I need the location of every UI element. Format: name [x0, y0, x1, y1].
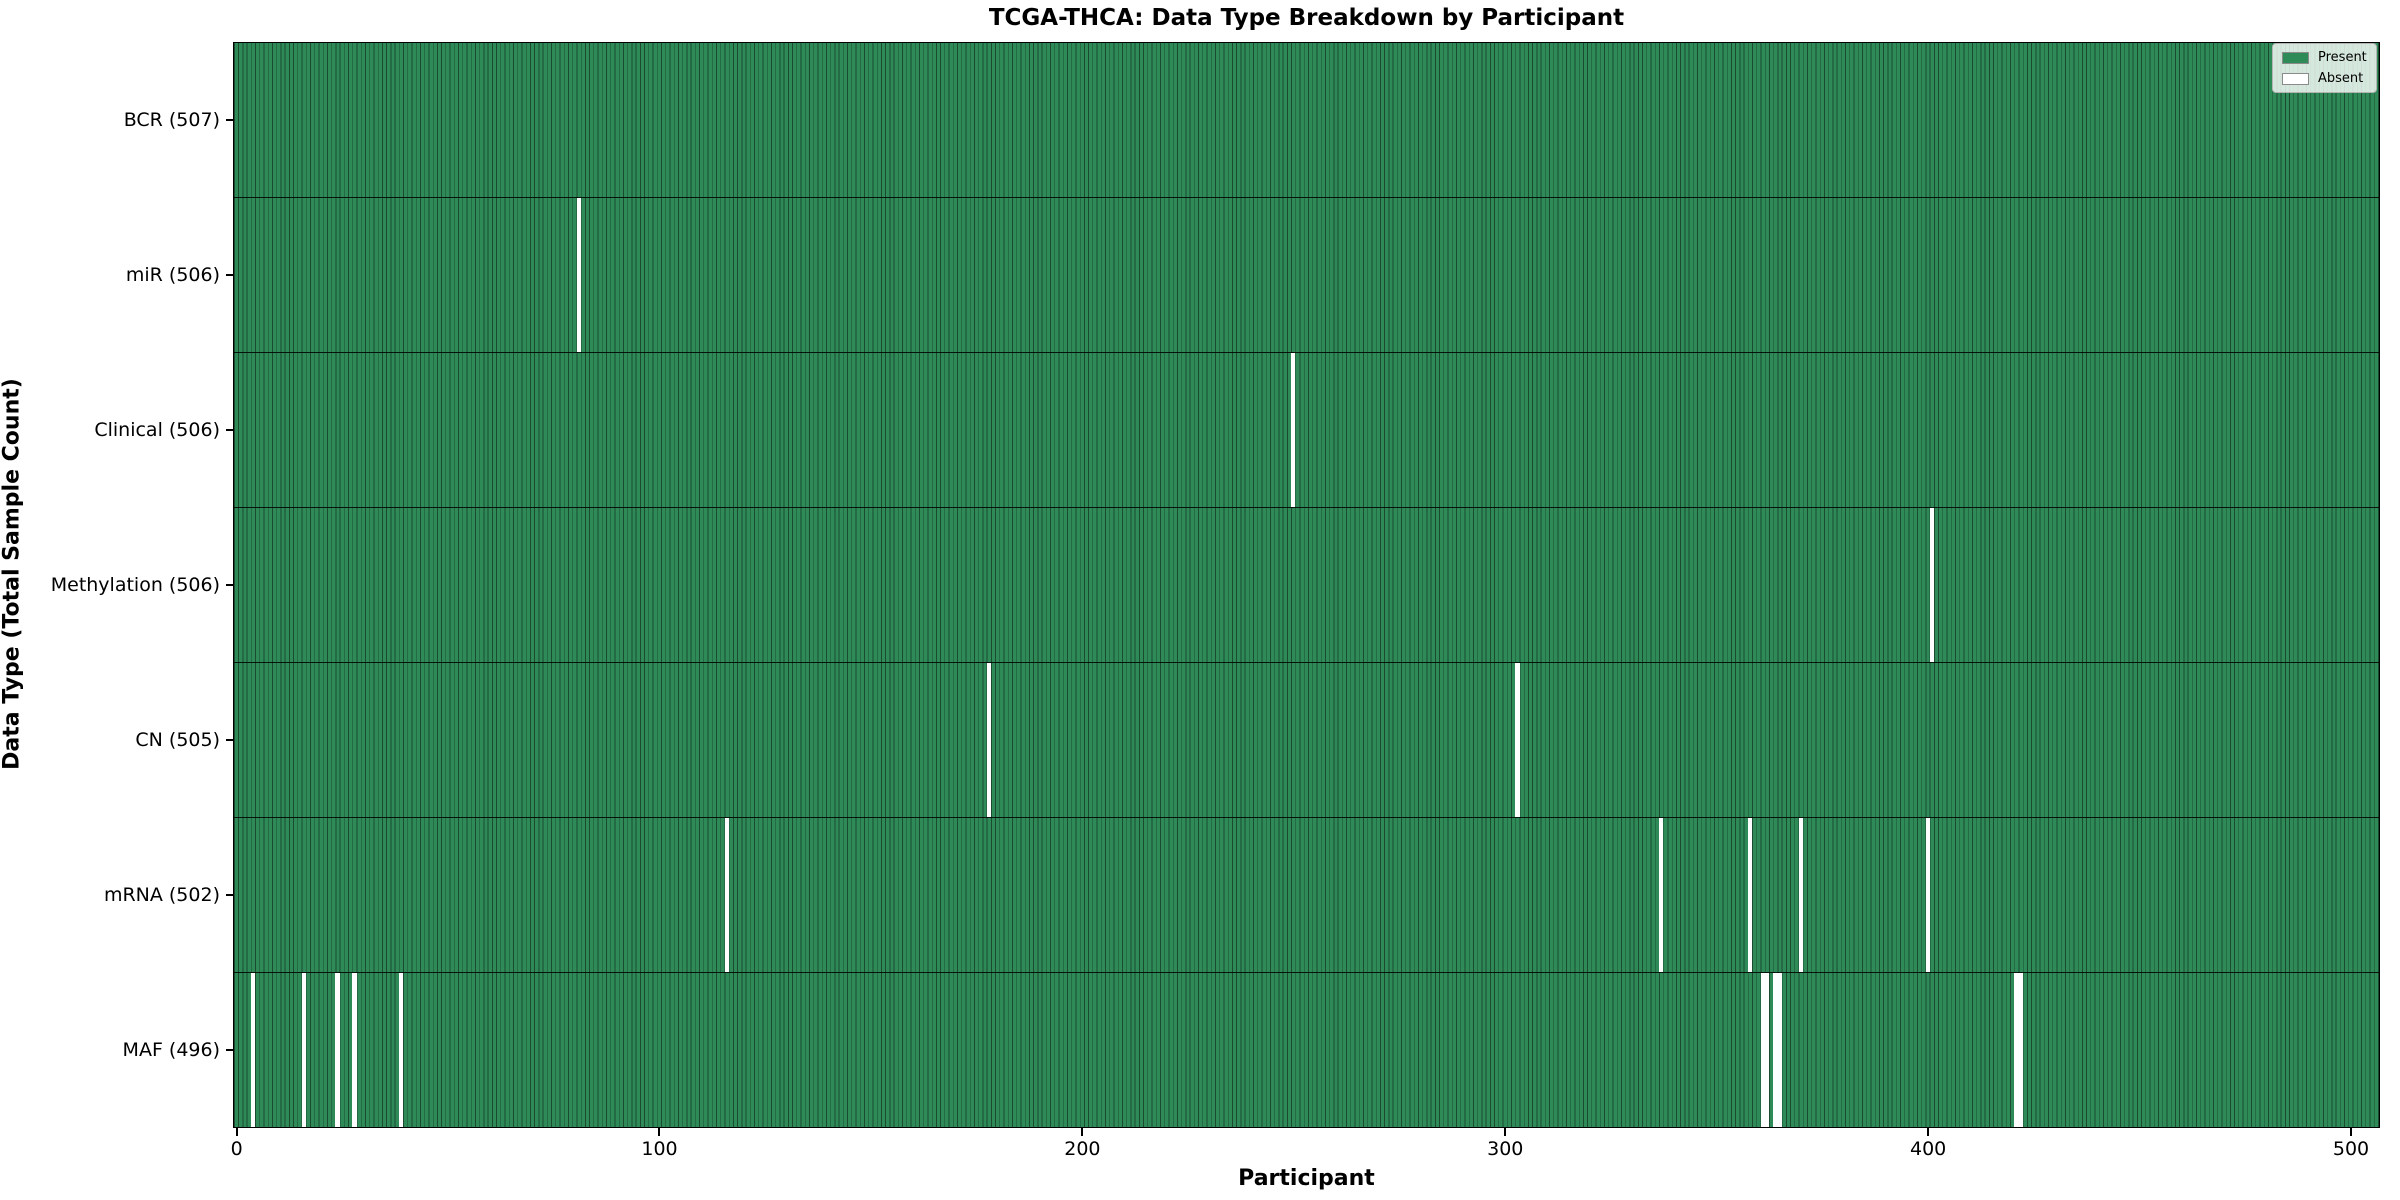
xtick-label-100: 100	[641, 1138, 678, 1160]
ytick-mark	[226, 428, 233, 431]
legend-label-absent: Absent	[2318, 71, 2364, 86]
absent-marker	[1291, 353, 1296, 507]
xtick-mark	[2350, 1128, 2352, 1136]
absent-marker	[335, 973, 340, 1127]
row-miR	[234, 197, 2379, 352]
row-mRNA	[234, 817, 2379, 972]
absent-marker	[250, 973, 256, 1127]
absent-marker	[1929, 508, 1934, 662]
absent-marker	[986, 663, 991, 817]
absent-marker	[1925, 818, 1930, 972]
xtick-label-500: 500	[2332, 1138, 2370, 1160]
row-BCR	[234, 43, 2379, 197]
absent-marker	[724, 818, 729, 972]
ytick-label-miR: miR (506)	[125, 263, 220, 286]
ytick-mark	[226, 1049, 233, 1052]
absent-marker	[1760, 973, 1765, 1127]
absent-marker	[1747, 818, 1753, 972]
absent-marker	[2014, 973, 2019, 1127]
ytick-label-CN: CN (505)	[135, 729, 220, 752]
xtick-label-300: 300	[1487, 1138, 1524, 1160]
xtick-label-0: 0	[230, 1138, 243, 1160]
row-Clinical	[234, 352, 2379, 507]
legend-item-absent: Absent	[2282, 71, 2367, 86]
xtick-mark	[1927, 1128, 1930, 1136]
absent-swatch-icon	[2282, 72, 2309, 85]
legend: Present Absent	[2272, 43, 2377, 93]
plot-area	[233, 42, 2380, 1128]
absent-marker	[1777, 973, 1782, 1127]
xtick-mark	[658, 1128, 661, 1136]
present-swatch-icon	[2282, 51, 2309, 64]
chart-title: TCGA-THCA: Data Type Breakdown by Partic…	[988, 5, 1625, 31]
ytick-label-Methylation: Methylation (506)	[50, 574, 220, 596]
row-MAF	[234, 972, 2379, 1127]
absent-marker	[2018, 973, 2023, 1127]
ytick-mark	[226, 273, 233, 276]
absent-marker	[576, 198, 581, 352]
ytick-mark	[226, 118, 233, 121]
ytick-mark	[226, 739, 233, 742]
absent-marker	[301, 973, 306, 1127]
ytick-label-Clinical: Clinical (506)	[94, 418, 220, 441]
absent-marker	[352, 973, 357, 1127]
xtick-mark	[1504, 1128, 1507, 1136]
legend-item-present: Present	[2282, 50, 2367, 65]
xtick-mark	[1081, 1128, 1084, 1136]
absent-marker	[398, 973, 404, 1127]
x-axis-label: Participant	[1238, 1166, 1375, 1191]
absent-marker	[1798, 818, 1803, 972]
xtick-mark	[235, 1128, 238, 1136]
ytick-label-mRNA: mRNA (502)	[103, 884, 220, 907]
row-CN	[234, 662, 2379, 817]
row-Methylation	[234, 507, 2379, 662]
ytick-label-MAF: MAF (496)	[122, 1039, 220, 1062]
absent-marker	[1773, 973, 1778, 1127]
absent-marker	[1659, 818, 1664, 972]
ytick-mark	[226, 584, 233, 586]
absent-marker	[1515, 663, 1520, 817]
xtick-label-400: 400	[1909, 1138, 1947, 1160]
xtick-label-200: 200	[1064, 1138, 1101, 1160]
ytick-mark	[226, 894, 233, 897]
absent-marker	[1764, 973, 1770, 1127]
ytick-label-BCR: BCR (507)	[123, 108, 220, 131]
legend-label-present: Present	[2318, 50, 2367, 65]
